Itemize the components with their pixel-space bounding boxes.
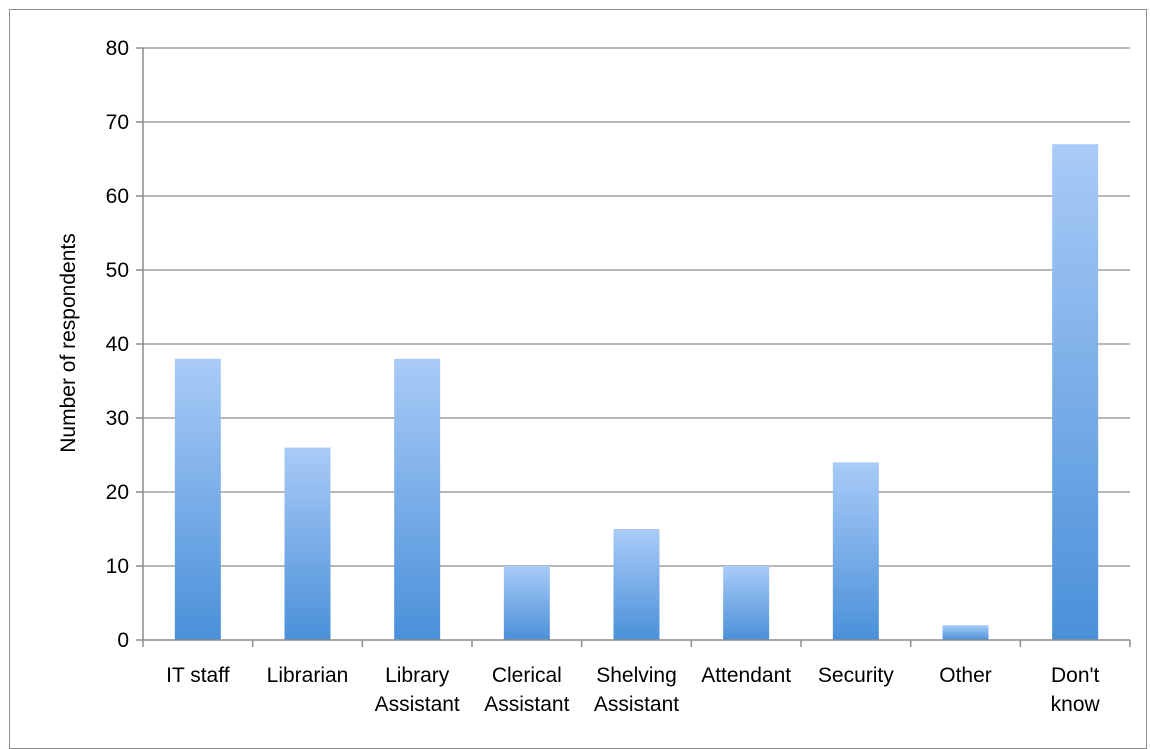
- y-tick-label: 0: [117, 629, 129, 652]
- x-category-label: Assistant: [484, 693, 569, 716]
- bar: [942, 625, 989, 640]
- y-tick-label: 60: [106, 185, 129, 208]
- bar: [394, 358, 441, 640]
- y-tick-label: 40: [106, 333, 129, 356]
- x-category-label: Clerical: [492, 664, 562, 687]
- x-category-label: Assistant: [594, 693, 679, 716]
- x-category-label: Assistant: [375, 693, 460, 716]
- y-tick-label: 80: [106, 37, 129, 60]
- y-tick-label: 10: [106, 555, 129, 578]
- y-axis-label: Number of respondents: [57, 233, 80, 452]
- y-tick-label: 70: [106, 111, 129, 134]
- y-tick-labels: 0 10 20 30 40 50 60 70 80: [106, 37, 129, 652]
- y-tick-label: 50: [106, 259, 129, 282]
- y-tick-label: 30: [106, 407, 129, 430]
- x-category-label: Other: [939, 664, 992, 687]
- y-tick-label: 20: [106, 481, 129, 504]
- x-category-label: Attendant: [701, 664, 791, 687]
- bar: [503, 566, 550, 640]
- bar: [1052, 144, 1099, 640]
- bar: [723, 566, 770, 640]
- x-category-label: Don't: [1051, 664, 1100, 687]
- bar: [832, 462, 879, 640]
- axes: [136, 47, 1131, 647]
- bar: [284, 447, 331, 640]
- x-category-label: IT staff: [166, 664, 230, 687]
- bars: [174, 144, 1099, 640]
- x-category-label: Shelving: [596, 664, 677, 687]
- x-category-label: Library: [385, 664, 450, 687]
- x-category-label: know: [1051, 693, 1101, 716]
- bar: [174, 358, 221, 640]
- bar-chart: 0 10 20 30 40 50 60 70 80 IT staff Librarian Libra…: [57, 37, 1131, 716]
- x-category-label: Security: [818, 664, 894, 687]
- x-category-labels: IT staff Librarian Library Assistant Clerica…: [166, 664, 1100, 716]
- x-category-label: Librarian: [267, 664, 349, 687]
- bar: [613, 529, 660, 640]
